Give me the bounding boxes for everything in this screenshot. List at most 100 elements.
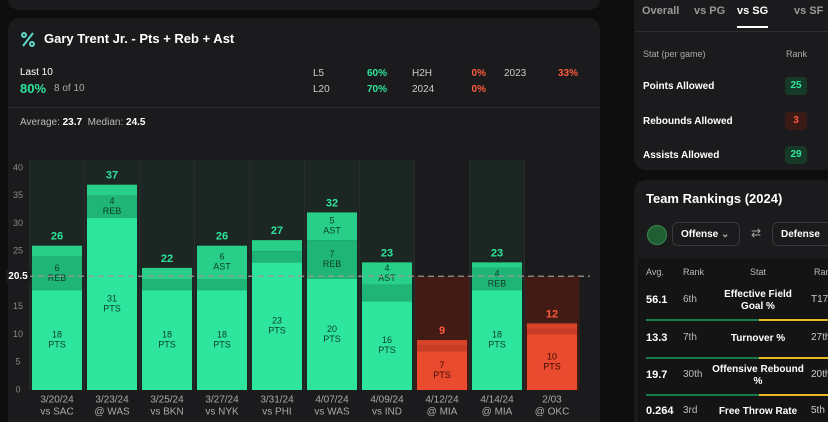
segment-name: AST xyxy=(378,273,396,283)
x-tick-label: 4/07/24 xyxy=(315,395,349,406)
stat-name: Points Allowed xyxy=(643,81,715,92)
split-label: L20 xyxy=(313,84,330,95)
select-defense[interactable]: Defense xyxy=(772,222,828,246)
segment-value: 7 xyxy=(329,249,334,259)
y-tick-label: 15 xyxy=(13,301,23,311)
x-tick-sublabel: vs SAC xyxy=(40,407,73,418)
split-label: L5 xyxy=(313,68,325,79)
opp-rank: 20th xyxy=(811,369,828,380)
swap-icon[interactable]: ⇄ xyxy=(751,226,762,240)
value: 24.5 xyxy=(126,117,146,128)
segment-value: 16 xyxy=(382,335,392,345)
bar-segment xyxy=(197,279,247,291)
segment-name: PTS xyxy=(543,362,561,372)
split-value: 0% xyxy=(471,84,486,95)
segment-name: AST xyxy=(323,226,341,236)
split-label: 2024 xyxy=(412,84,435,95)
bar-segment xyxy=(472,267,522,291)
bar-segment xyxy=(307,240,357,279)
segment-name: PTS xyxy=(268,326,286,336)
x-tick-label: 3/31/24 xyxy=(260,395,294,406)
total-label: 27 xyxy=(271,225,283,237)
segment-value: 18 xyxy=(162,329,172,339)
bar-segment xyxy=(472,262,522,268)
rank: 30th xyxy=(683,369,703,380)
total-label: 22 xyxy=(161,253,173,265)
y-tick-label: 10 xyxy=(13,329,23,339)
segment-name: PTS xyxy=(323,334,341,344)
bar-segment xyxy=(362,301,412,390)
bar-segment xyxy=(417,351,467,390)
bar-segment xyxy=(142,290,192,390)
hit-rate: 80% xyxy=(20,81,47,96)
stat: Free Throw Rate xyxy=(718,406,798,417)
x-tick-label: 3/23/24 xyxy=(95,395,129,406)
segment-value: 18 xyxy=(492,329,502,339)
x-tick-sublabel: vs NYK xyxy=(205,407,239,418)
bar-segment xyxy=(527,323,577,329)
rank-badge: 3 xyxy=(785,111,807,130)
x-tick-label: 2/03 xyxy=(542,395,562,406)
row-rule xyxy=(646,394,828,396)
segment-value: 4 xyxy=(109,196,114,206)
y-tick-label: 0 xyxy=(15,384,20,394)
bar-segment xyxy=(527,328,577,335)
stat: Offensive Rebound % xyxy=(712,364,804,387)
column-header: Stat xyxy=(749,267,766,277)
split-value: 0% xyxy=(471,68,486,79)
tab[interactable]: vs PG xyxy=(694,5,726,17)
team-logo xyxy=(647,225,667,245)
select-label: Offense xyxy=(681,229,719,240)
stat: Turnover % xyxy=(730,333,786,344)
y-tick-label: 40 xyxy=(13,162,23,172)
segment-value: 20 xyxy=(327,324,337,334)
bar-segment xyxy=(362,262,412,285)
opp-rank: 27th xyxy=(811,332,828,343)
segment-name: PTS xyxy=(48,339,66,349)
threshold-label-bg xyxy=(6,269,30,284)
segment-value: 4 xyxy=(494,268,499,278)
stats-line: Average: 23.7 Median: 24.5 xyxy=(20,117,145,128)
rank-badge: 29 xyxy=(785,146,807,164)
bar-segment xyxy=(142,267,192,279)
label: Average: xyxy=(20,117,60,128)
segment-value: 6 xyxy=(219,252,224,262)
bar-segment xyxy=(32,256,82,291)
column-header: Avg. xyxy=(646,267,664,277)
bar-segment xyxy=(32,245,82,257)
stat-name: Assists Allowed xyxy=(643,150,720,161)
bar-segment xyxy=(362,284,412,302)
bar-segment xyxy=(417,340,467,346)
x-tick-sublabel: vs WAS xyxy=(314,407,350,418)
x-tick-sublabel: @ MIA xyxy=(427,407,458,418)
x-tick-label: 4/14/24 xyxy=(480,395,514,406)
x-tick-label: 4/12/24 xyxy=(425,395,459,406)
segment-name: PTS xyxy=(433,370,451,380)
tab[interactable]: Overall xyxy=(642,5,680,17)
segment-value: 18 xyxy=(217,329,227,339)
avg: 56.1 xyxy=(646,294,668,306)
bar-segment xyxy=(87,217,137,390)
opp-rank: 5th xyxy=(811,405,825,416)
tab[interactable]: vs SF xyxy=(794,5,824,17)
chevron: ⌄ xyxy=(721,229,730,240)
rank-badge: 25 xyxy=(785,77,807,95)
bar-segment xyxy=(87,195,137,218)
column-header: Rank xyxy=(814,267,828,277)
x-tick-sublabel: vs BKN xyxy=(150,407,183,418)
select-offense[interactable]: Offense ⌄ xyxy=(672,222,740,246)
segment-name: PTS xyxy=(158,339,176,349)
bar-segment xyxy=(472,290,522,390)
segment-value: 10 xyxy=(547,352,557,362)
x-tick-label: 3/27/24 xyxy=(205,395,239,406)
y-tick-label: 25 xyxy=(13,246,23,256)
avg: 13.3 xyxy=(646,332,668,344)
x-tick-sublabel: vs IND xyxy=(372,407,402,418)
tab[interactable]: vs SG xyxy=(737,5,769,28)
column-header: Rank xyxy=(786,49,808,59)
y-tick-label: 30 xyxy=(13,218,23,228)
column-header: Stat (per game) xyxy=(643,49,706,59)
card-top xyxy=(8,0,600,10)
segment-value: 4 xyxy=(384,263,389,273)
